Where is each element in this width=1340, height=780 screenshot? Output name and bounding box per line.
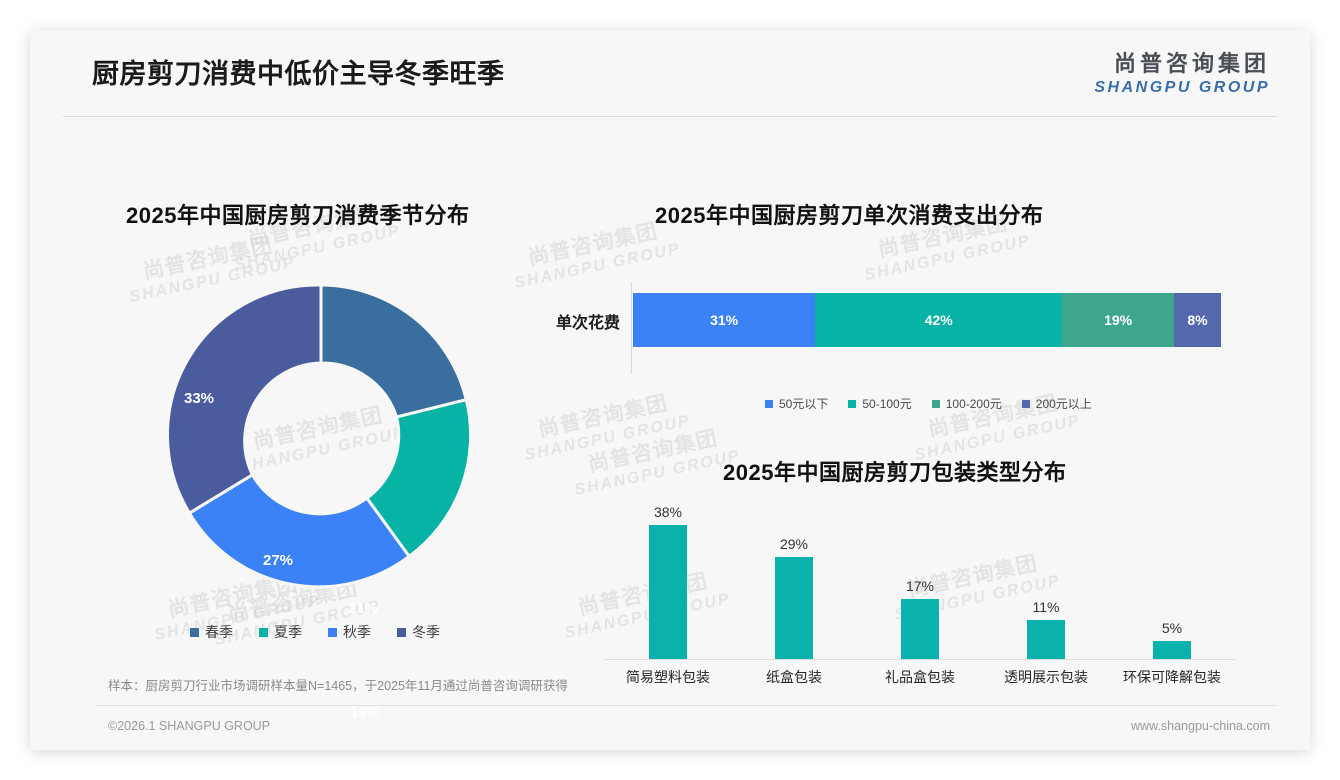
page-title: 厨房剪刀消费中低价主导冬季旺季 <box>92 59 505 89</box>
bar-rect[interactable] <box>1153 641 1191 659</box>
stacked-bar-chart-title: 2025年中国厨房剪刀单次消费支出分布 <box>655 203 1044 228</box>
bar-value-label: 17% <box>905 578 935 594</box>
footer-divider <box>96 705 1277 706</box>
bar-column[interactable]: 17% <box>857 495 983 659</box>
legend-swatch-icon <box>190 627 199 637</box>
legend-swatch-icon <box>328 627 337 637</box>
legend-label: 夏季 <box>274 624 302 640</box>
bar-chart-plot-area: 38% 29% 17% 11% 5% <box>605 495 1235 660</box>
bar-category-label: 环保可降解包装 <box>1123 669 1221 685</box>
legend-label: 冬季 <box>412 624 440 640</box>
watermark-en: SHANGPU GROUP <box>863 232 1033 285</box>
bar-value-label: 11% <box>1032 599 1060 615</box>
legend-swatch-icon <box>397 627 406 637</box>
watermark-en: SHANGPU GROUP <box>573 447 743 500</box>
watermark-cn: 尚普咨询集团 <box>586 426 720 477</box>
legend-item-over-200[interactable]: 200元以上 <box>1021 395 1092 412</box>
bar-column[interactable]: 11% <box>983 495 1109 659</box>
legend-label: 50元以下 <box>779 397 829 411</box>
bar-category-label: 纸盒包装 <box>766 669 822 685</box>
slide-footer: ©2026.1 SHANGPU GROUP www.shangpu-china.… <box>30 706 1310 750</box>
legend-swatch-icon <box>848 399 857 408</box>
bar-value-label: 29% <box>779 536 809 552</box>
website-link[interactable]: www.shangpu-china.com <box>1131 719 1270 733</box>
legend-label: 春季 <box>205 624 233 640</box>
stacked-segment-50-100[interactable]: 42% <box>815 293 1063 347</box>
donut-label-winter: 33% <box>184 390 215 407</box>
watermark: 尚普咨询集团 SHANGPU GROUP <box>567 418 742 500</box>
donut-slice-winter[interactable] <box>165 283 323 516</box>
slide-card: 尚普咨询集团 SHANGPU GROUP 尚普咨询集团 SHANGPU GROU… <box>30 30 1310 750</box>
legend-swatch-icon <box>1021 399 1030 408</box>
legend-item-100-200[interactable]: 100-200元 <box>931 395 1002 412</box>
legend-item-summer[interactable]: 夏季 <box>259 622 302 642</box>
bar-rect[interactable] <box>649 525 687 659</box>
stacked-bar-category-label: 单次花费 <box>555 315 620 332</box>
bar-value-label: 38% <box>653 504 683 520</box>
donut-slice-autumn[interactable] <box>187 472 412 589</box>
donut-chart-title: 2025年中国厨房剪刀消费季节分布 <box>126 203 470 228</box>
bar-rect[interactable] <box>901 599 939 659</box>
donut-label-spring: 21% <box>348 600 379 617</box>
logo-english-name: SHANGPU GROUP <box>1094 79 1270 96</box>
watermark-en: SHANGPU GROUP <box>233 222 403 275</box>
copyright-text: ©2026.1 SHANGPU GROUP <box>108 719 271 733</box>
stacked-bar-chart-legend: 50元以下 50-100元 100-200元 200元以上 <box>765 395 1092 412</box>
legend-item-winter[interactable]: 冬季 <box>397 622 440 642</box>
legend-label: 50-100元 <box>862 397 912 411</box>
stacked-bar-chart: 单次花费 31% 42% 19% 8% <box>530 282 1230 392</box>
bar-chart-baseline <box>605 659 1235 660</box>
stacked-bar-track: 31% 42% 19% 8% <box>633 293 1221 347</box>
donut-label-autumn: 27% <box>263 552 294 569</box>
legend-swatch-icon <box>765 399 773 408</box>
legend-label: 秋季 <box>343 624 371 640</box>
legend-swatch-icon <box>931 399 940 408</box>
stacked-segment-100-200[interactable]: 19% <box>1062 293 1174 347</box>
bar-category-label: 礼品盒包装 <box>885 669 955 685</box>
donut-chart-legend: 春季 夏季 秋季 冬季 <box>190 622 440 642</box>
stacked-segment-over-200[interactable]: 8% <box>1173 293 1221 347</box>
bar-column[interactable]: 5% <box>1109 495 1235 659</box>
legend-item-autumn[interactable]: 秋季 <box>328 622 371 642</box>
legend-item-under-50[interactable]: 50元以下 <box>765 395 828 412</box>
bar-value-label: 5% <box>1161 620 1183 636</box>
legend-item-50-100[interactable]: 50-100元 <box>848 395 912 412</box>
watermark: 尚普咨询集团 SHANGPU GROUP <box>517 383 692 465</box>
logo-chinese-name: 尚普咨询集团 <box>1113 51 1270 76</box>
sample-footnote: 样本：厨房剪刀行业市场调研样本量N=1465，于2025年11月通过尚普咨询调研… <box>108 679 568 693</box>
legend-label: 200元以上 <box>1035 397 1092 411</box>
bar-column[interactable]: 29% <box>731 495 857 659</box>
donut-chart: 21% 19% 27% 33% 春季 夏季 秋季 冬季 <box>130 270 510 721</box>
stacked-bar-axis-line <box>631 282 632 374</box>
legend-swatch-icon <box>259 627 268 637</box>
bar-category-label: 透明展示包装 <box>1004 669 1088 685</box>
brand-logo: 尚普咨询集团 SHANGPU GROUP <box>1094 46 1270 97</box>
stacked-segment-under-50[interactable]: 31% <box>633 293 816 347</box>
watermark-cn: 尚普咨询集团 <box>526 219 660 270</box>
watermark-cn: 尚普咨询集团 <box>926 391 1060 442</box>
donut-slice-summer[interactable] <box>364 397 473 559</box>
watermark-cn: 尚普咨询集团 <box>536 391 670 442</box>
watermark-en: SHANGPU GROUP <box>523 412 693 465</box>
bar-chart-title: 2025年中国厨房剪刀包装类型分布 <box>723 460 1067 485</box>
packaging-bar-chart: 38% 29% 17% 11% 5% 简易塑料包装 纸盒包装 礼品盒包装 透 <box>605 495 1235 695</box>
legend-item-spring[interactable]: 春季 <box>190 622 233 642</box>
donut-chart-svg <box>165 283 473 589</box>
legend-label: 100-200元 <box>945 397 1002 411</box>
donut-label-summer: 19% <box>350 704 381 721</box>
bar-rect[interactable] <box>775 557 813 659</box>
bar-column[interactable]: 38% <box>605 495 731 659</box>
bar-rect[interactable] <box>1027 620 1065 659</box>
bar-category-label: 简易塑料包装 <box>626 669 710 685</box>
donut-slice-spring[interactable] <box>319 283 469 419</box>
slide-header: 厨房剪刀消费中低价主导冬季旺季 尚普咨询集团 SHANGPU GROUP <box>30 30 1310 117</box>
